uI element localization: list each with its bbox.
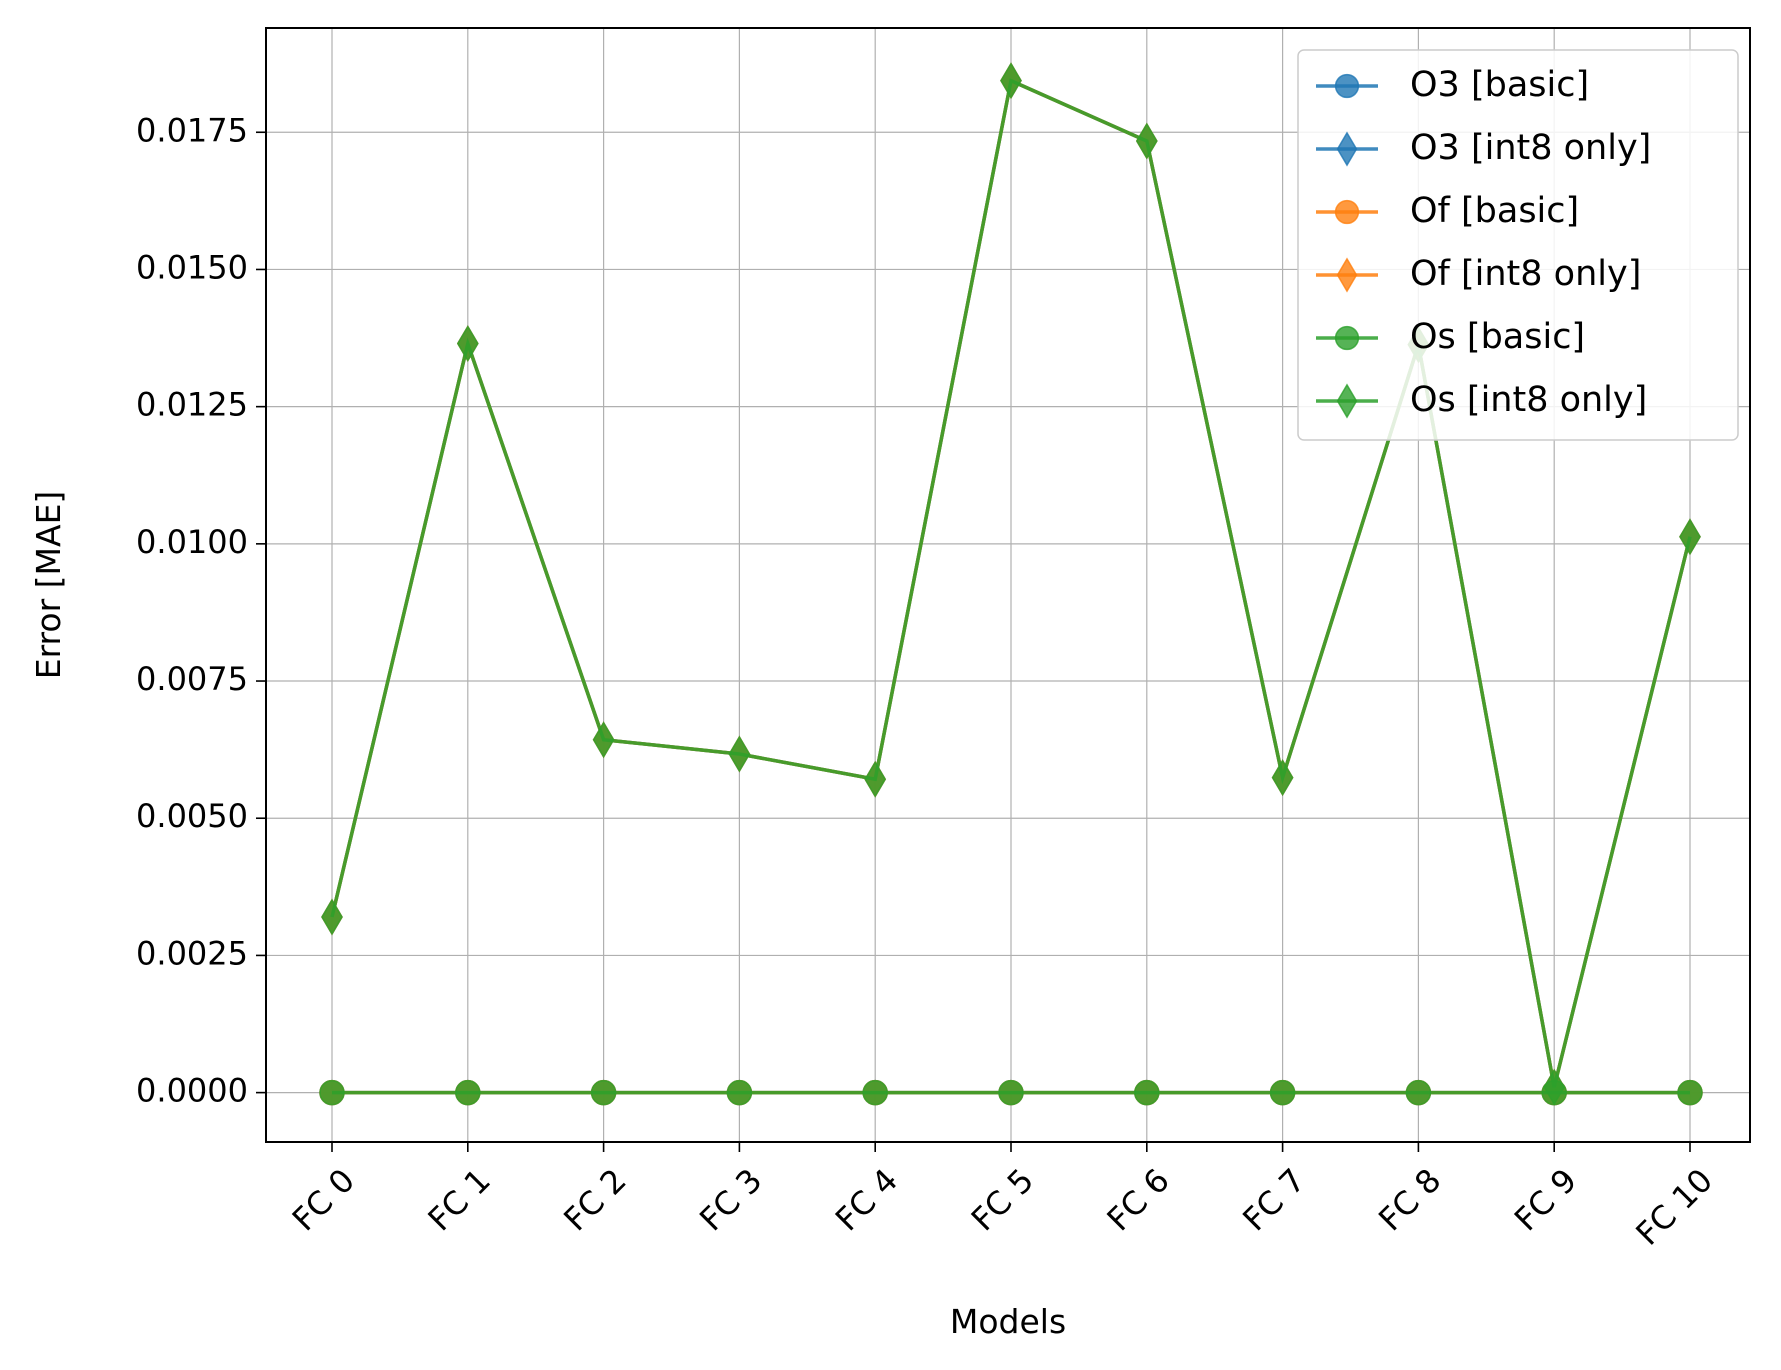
- circle-marker: [726, 1079, 753, 1106]
- diamond-marker: [592, 721, 615, 759]
- legend-item[interactable]: Of [basic]: [1316, 191, 1579, 231]
- legend[interactable]: O3 [basic] O3 [int8 only] Of [basic] Of [in…: [1297, 49, 1739, 441]
- diamond-marker: [1336, 257, 1358, 293]
- legend-item[interactable]: O3 [int8 only]: [1316, 128, 1651, 168]
- diamond-marker: [1543, 1068, 1566, 1106]
- y-axis-label: Error [MAE]: [29, 491, 68, 680]
- diamond-marker: [728, 735, 751, 773]
- diamond-marker: [1271, 759, 1294, 797]
- legend-item[interactable]: Os [int8 only]: [1316, 380, 1647, 420]
- legend-item[interactable]: Of [int8 only]: [1316, 254, 1641, 294]
- y-tick-label: 0.0175: [136, 111, 248, 149]
- circle-marker: [319, 1079, 345, 1106]
- legend-label: O3 [basic]: [1410, 65, 1589, 105]
- series-layer: [319, 62, 1703, 1106]
- diamond-marker: [1336, 131, 1358, 167]
- circle-marker: [1134, 1079, 1160, 1106]
- legend-box: [1297, 49, 1739, 441]
- legend-label: Of [basic]: [1410, 191, 1579, 231]
- legend-label: Of [int8 only]: [1410, 254, 1641, 294]
- ticks: FC 0 FC 1 FC 2 FC 3 FC 4 FC 5 FC 6 FC 7 FC 8 FC 9…: [136, 111, 1720, 1253]
- diamond-marker: [1336, 383, 1358, 419]
- legend-item[interactable]: O3 [basic]: [1316, 65, 1589, 105]
- circle-marker: [998, 1079, 1024, 1106]
- y-tick-label: 0.0150: [136, 248, 248, 286]
- diamond-marker: [864, 760, 887, 798]
- circle-marker: [1677, 1079, 1703, 1106]
- diamond-marker: [1000, 62, 1022, 100]
- circle-marker: [1405, 1079, 1432, 1106]
- legend-label: Os [basic]: [1410, 317, 1585, 357]
- circle-marker: [1334, 73, 1360, 99]
- plot-frame: [265, 27, 1751, 1143]
- diamond-marker: [321, 898, 343, 936]
- x-axis-label: Models: [950, 1302, 1066, 1341]
- diamond-marker: [456, 325, 479, 363]
- y-tick-label: 0.0125: [136, 386, 248, 424]
- y-tick-label: 0.0025: [136, 934, 248, 972]
- y-tick-label: 0.0050: [136, 797, 248, 835]
- circle-marker: [455, 1079, 481, 1106]
- legend-label: O3 [int8 only]: [1410, 128, 1651, 168]
- legend-item[interactable]: Os [basic]: [1316, 317, 1585, 357]
- y-tick-label: 0.0100: [136, 523, 248, 561]
- circle-marker: [590, 1079, 617, 1106]
- circle-marker: [1334, 325, 1360, 351]
- circle-marker: [1269, 1079, 1296, 1106]
- legend-label: Os [int8 only]: [1410, 380, 1647, 420]
- diamond-marker: [1679, 518, 1701, 556]
- y-tick-label: 0.0075: [136, 660, 248, 698]
- circle-marker: [1334, 199, 1360, 225]
- circle-marker: [862, 1079, 888, 1106]
- diamond-marker: [1135, 122, 1158, 160]
- y-tick-label: 0.0000: [136, 1072, 248, 1110]
